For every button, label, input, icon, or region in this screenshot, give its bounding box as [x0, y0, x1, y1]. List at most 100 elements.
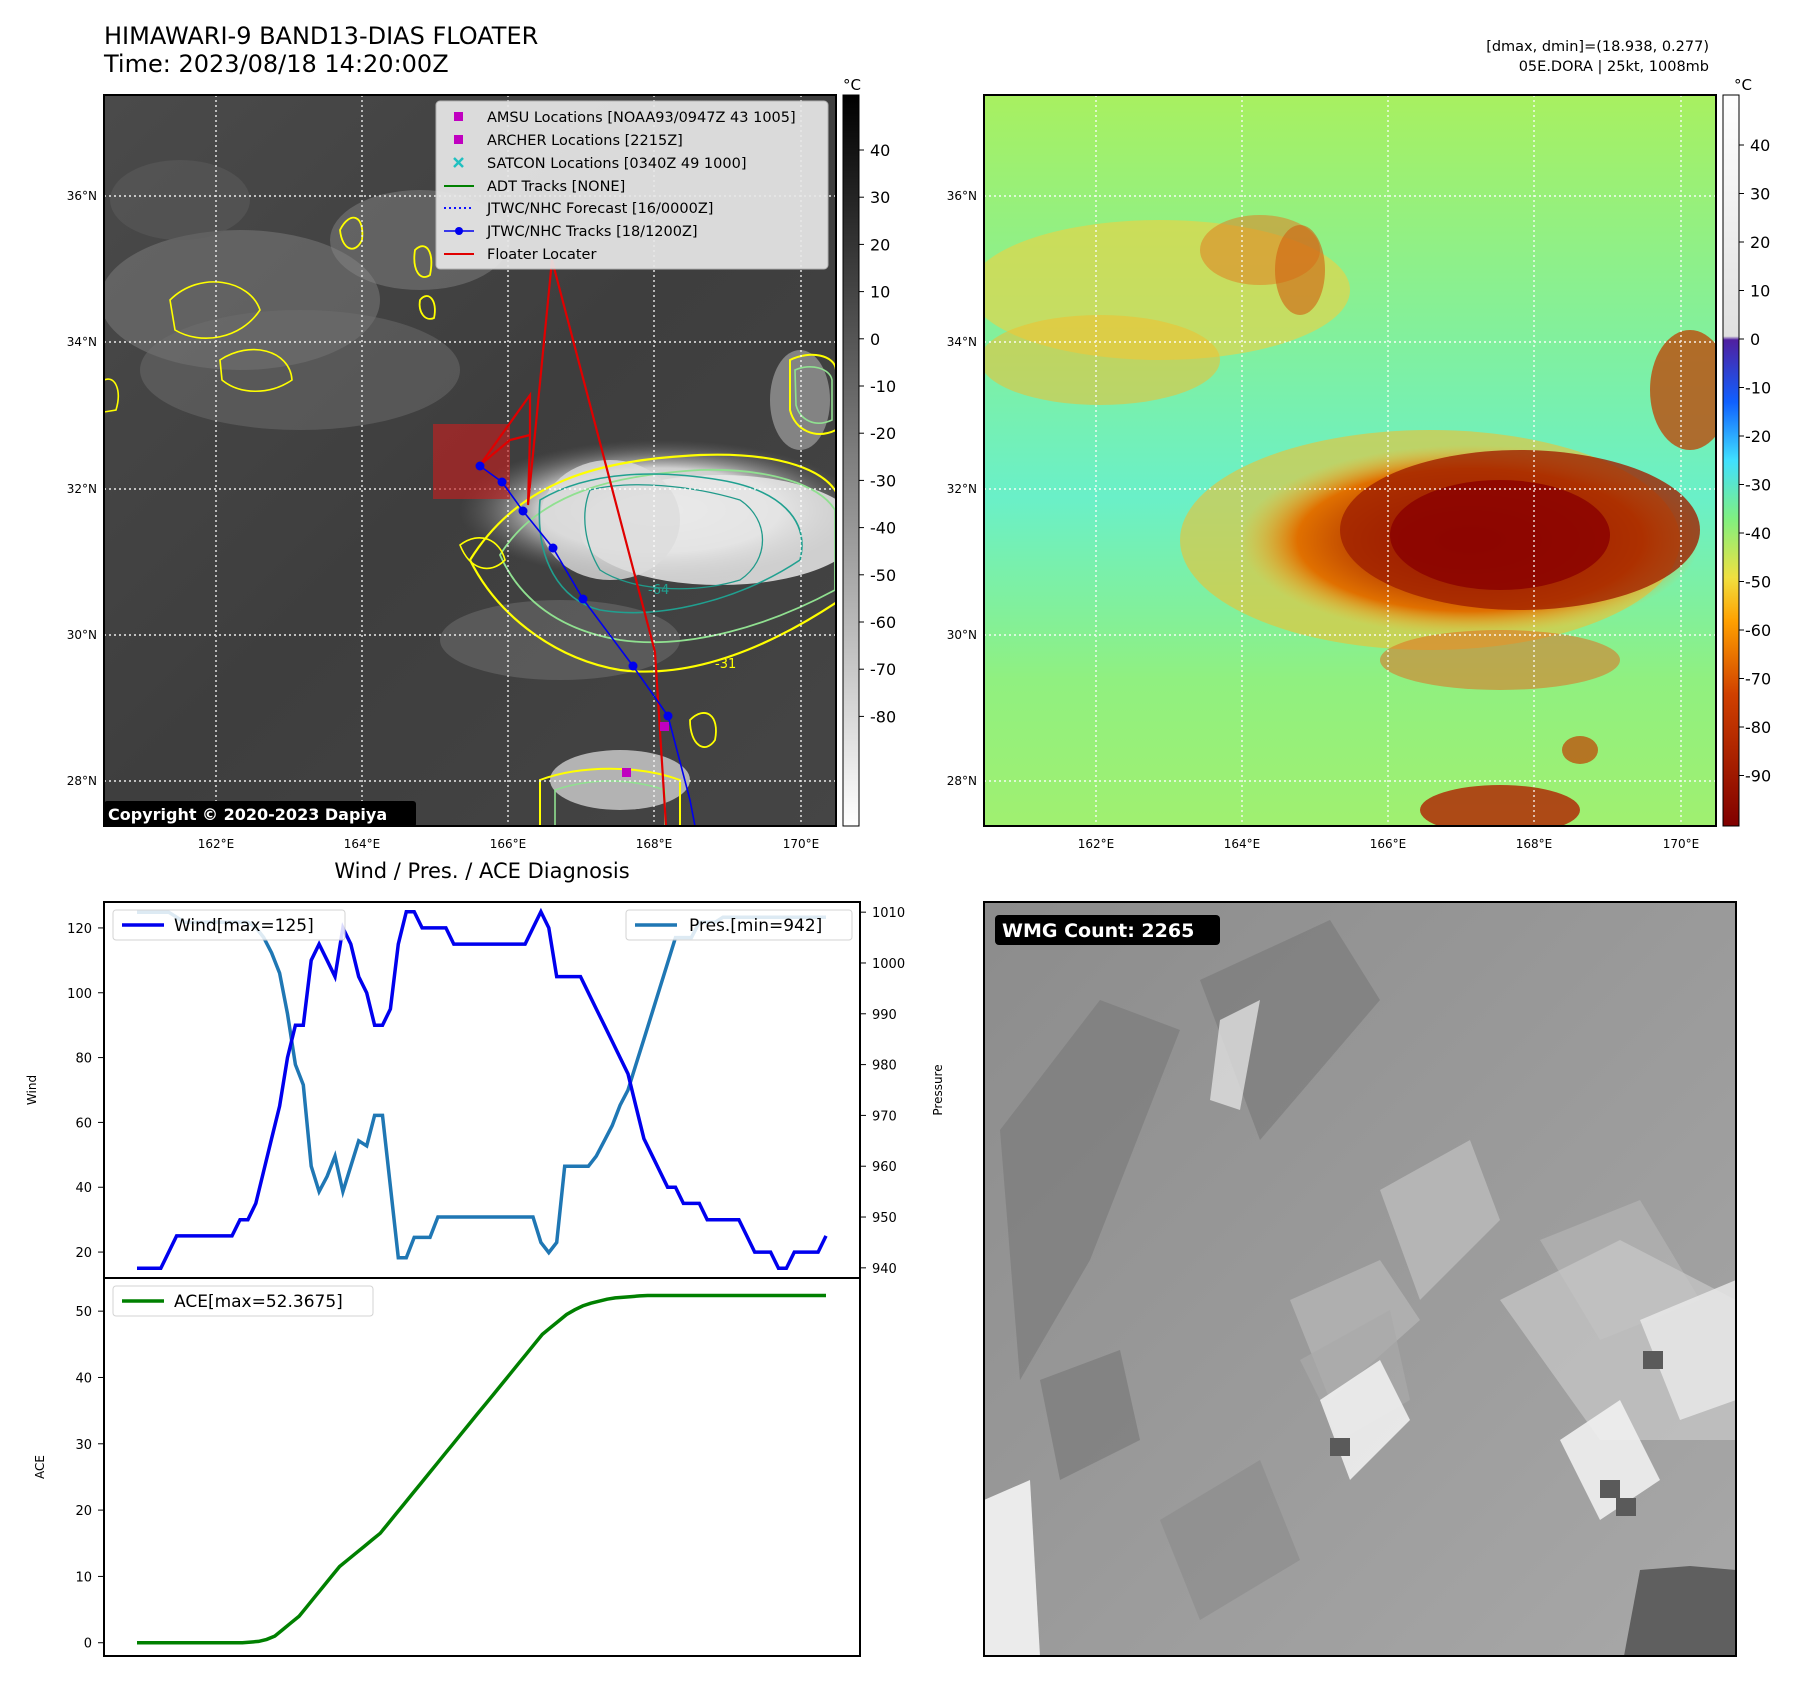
enhanced-colorbar-ticks: 40 30 20 10 0 -10 -20 -30 -40 -50 -60 -70 -80 -90: [1739, 136, 1771, 786]
svg-text:170°E: 170°E: [1663, 837, 1700, 851]
diagnosis-title: Wind / Pres. / ACE Diagnosis: [334, 859, 630, 883]
enhanced-colorbar-tick-label: -90: [1745, 767, 1771, 786]
ace-axis-ticks: 0 10 20 30 40 50: [75, 1305, 104, 1652]
svg-text:28°N: 28°N: [67, 774, 97, 788]
wmg-dark-block: [1624, 1566, 1736, 1656]
svg-text:Pres.[min=942]: Pres.[min=942]: [689, 916, 822, 936]
ir-colorbar-tick-label: -50: [870, 566, 896, 585]
svg-text:30°N: 30°N: [67, 628, 97, 642]
pressure-legend: Pres.[min=942]: [625, 909, 853, 941]
enhanced-map-panel: 36°N 34°N 32°N 30°N 28°N 162°E 164°E 166…: [947, 76, 1771, 851]
legend-forecast-label: JTWC/NHC Forecast [16/0000Z]: [486, 201, 713, 217]
enhanced-map-frame: [983, 94, 1717, 827]
svg-text:164°E: 164°E: [1224, 837, 1261, 851]
svg-text:34°N: 34°N: [67, 335, 97, 349]
enhanced-colorbar: [1722, 94, 1740, 827]
ace-tick-label: 10: [75, 1570, 92, 1585]
enhanced-colorbar-tick-label: -10: [1745, 379, 1771, 398]
svg-text:Wind[max=125]: Wind[max=125]: [174, 916, 314, 936]
contour-yellow-main: [468, 453, 836, 673]
svg-text:ACE[max=52.3675]: ACE[max=52.3675]: [174, 1292, 343, 1312]
pressure-tick-label: 1000: [872, 957, 905, 972]
copyright-text: Copyright © 2020-2023 Dapiya: [108, 805, 387, 824]
legend-floater-label: Floater Locater: [487, 247, 596, 263]
ace-frame: [103, 1277, 861, 1657]
wind-tick-label: 20: [75, 1246, 92, 1261]
enhanced-colorbar-tick-label: -70: [1745, 670, 1771, 689]
ace-tick-label: 30: [75, 1438, 92, 1453]
pressure-axis-label: Pressure: [931, 1064, 945, 1115]
ace-tick-label: 20: [75, 1504, 92, 1519]
enhanced-gridlines: [984, 95, 1716, 826]
wind-tick-label: 100: [67, 987, 92, 1002]
legend-satcon-label: SATCON Locations [0340Z 49 1000]: [487, 156, 746, 172]
svg-text:34°N: 34°N: [947, 335, 977, 349]
ir-colorbar-tick-label: 20: [870, 235, 890, 254]
wind-series-line: [137, 907, 828, 1271]
svg-text:168°E: 168°E: [1516, 837, 1553, 851]
ir-lon-labels: 162°E 164°E 166°E 168°E 170°E: [198, 837, 820, 851]
pressure-tick-label: 990: [872, 1008, 897, 1023]
ir-map-frame: [103, 94, 837, 827]
ir-colorbar-tick-label: -60: [870, 613, 896, 632]
ir-colorbar-tick-label: 40: [870, 141, 890, 160]
enhanced-colorbar-tick-label: -80: [1745, 718, 1771, 737]
wmg-count-label: WMG Count: 2265: [1002, 920, 1194, 942]
svg-text:166°E: 166°E: [1370, 837, 1407, 851]
wmg-frame: [983, 901, 1737, 1657]
wind-axis-label: Wind: [25, 1075, 39, 1105]
archer-marker: [622, 768, 631, 777]
floater-locator-box: [433, 424, 510, 499]
ir-colorbar-ticks: 40 30 20 10 0 -10 -20 -30 -40 -50 -60 -70 -80: [859, 141, 896, 726]
wind-axis-ticks: 20 40 60 80 100 120: [67, 922, 104, 1261]
ir-colorbar-unit: °C: [843, 76, 861, 94]
wind-tick-label: 60: [75, 1116, 92, 1131]
svg-text:162°E: 162°E: [198, 837, 235, 851]
wind-tick-label: 80: [75, 1052, 92, 1067]
figure-time: Time: 2023/08/18 14:20:00Z: [104, 50, 449, 78]
pressure-tick-label: 1010: [872, 906, 905, 921]
copyright-box: [104, 801, 416, 827]
pressure-tick-label: 970: [872, 1109, 897, 1124]
ace-legend: ACE[max=52.3675]: [112, 1285, 374, 1317]
svg-text:164°E: 164°E: [344, 837, 381, 851]
contour-label-31: -31: [715, 657, 736, 672]
ir-colorbar-tick-label: -40: [870, 519, 896, 538]
floater-locator-line: [479, 259, 668, 826]
wind-tick-label: 120: [67, 922, 92, 937]
svg-text:36°N: 36°N: [947, 189, 977, 203]
legend-adt-label: ADT Tracks [NONE]: [487, 179, 625, 195]
legend-satcon-icon: [453, 157, 464, 168]
amsu-marker: [660, 722, 669, 731]
enhanced-lon-labels: 162°E 164°E 166°E 168°E 170°E: [1078, 837, 1700, 851]
enhanced-colorbar-tick-label: -40: [1745, 524, 1771, 543]
ir-colorbar-tick-label: -10: [870, 377, 896, 396]
legend-amsu-label: AMSU Locations [NOAA93/0947Z 43 1005]: [487, 110, 796, 126]
enhanced-colorbar-tick-label: -30: [1745, 476, 1771, 495]
ir-colorbar-tick-label: -20: [870, 424, 896, 443]
svg-text:28°N: 28°N: [947, 774, 977, 788]
svg-text:170°E: 170°E: [783, 837, 820, 851]
ace-tick-label: 0: [84, 1637, 92, 1652]
pressure-tick-label: 980: [872, 1059, 897, 1074]
wind-legend: Wind[max=125]: [112, 909, 346, 941]
ir-colorbar-tick-label: 10: [870, 283, 890, 302]
enhanced-colorbar-tick-label: -20: [1745, 427, 1771, 446]
pressure-tick-label: 960: [872, 1160, 897, 1175]
wmg-count-box: [995, 915, 1220, 945]
ir-colorbar-tick-label: 30: [870, 188, 890, 207]
pressure-axis-ticks: 940 950 960 970 980 990 1000 1010: [860, 906, 905, 1277]
jtwc-track-points: [475, 461, 673, 721]
enhanced-lat-labels: 36°N 34°N 32°N 30°N 28°N: [947, 189, 977, 788]
enhanced-colorbar-tick-label: 20: [1750, 233, 1770, 252]
enhanced-colorbar-tick-label: 40: [1750, 136, 1770, 155]
enhanced-colorbar-unit: °C: [1734, 76, 1752, 94]
legend-archer-icon: [454, 135, 463, 144]
svg-text:166°E: 166°E: [490, 837, 527, 851]
ir-colorbar-tick-label: -30: [870, 471, 896, 490]
wind-tick-label: 40: [75, 1181, 92, 1196]
svg-text:168°E: 168°E: [636, 837, 673, 851]
enhanced-colorbar-tick-label: -50: [1745, 573, 1771, 592]
enhanced-colorbar-tick-label: 10: [1750, 282, 1770, 301]
